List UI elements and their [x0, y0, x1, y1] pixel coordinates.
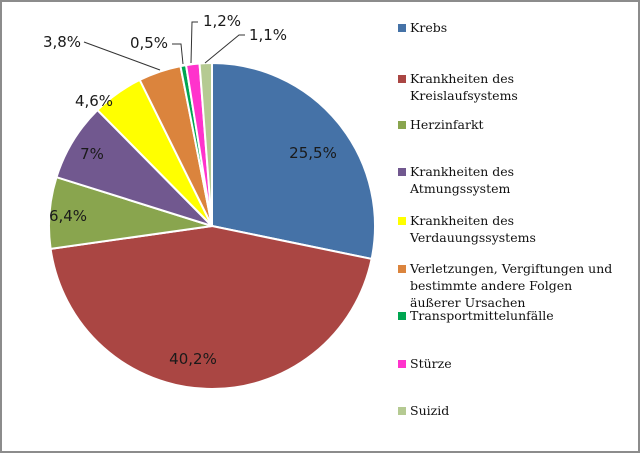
- legend-swatch-icon: [398, 217, 406, 225]
- leader-line: [83, 41, 161, 71]
- data-label: 25,5%: [289, 144, 337, 162]
- legend-item-krebs: Krebs: [398, 19, 447, 36]
- legend-item-stuerze: Stürze: [398, 355, 452, 372]
- leader-line: [190, 21, 198, 64]
- legend-label: Krankheiten des Atmungssystem: [410, 164, 515, 196]
- data-label: 40,2%: [169, 350, 217, 368]
- legend-swatch-icon: [398, 360, 406, 368]
- legend-item-verdauung: Krankheiten des Verdauungssystems: [398, 212, 536, 246]
- legend-swatch-icon: [398, 312, 406, 320]
- legend-label: Krebs: [410, 20, 448, 35]
- data-label: 4,6%: [75, 92, 113, 110]
- legend-item-herzinfarkt: Herzinfarkt: [398, 116, 484, 133]
- legend-label: Herzinfarkt: [410, 117, 484, 132]
- legend-label: Suizid: [410, 403, 450, 418]
- legend-swatch-icon: [398, 407, 406, 415]
- data-label: 1,1%: [249, 26, 287, 44]
- legend-swatch-icon: [398, 24, 406, 32]
- legend-swatch-icon: [398, 265, 406, 273]
- legend-label: Krankheiten des Verdauungssystems: [410, 213, 536, 245]
- legend-label: Krankheiten des Kreislaufsystems: [410, 71, 518, 103]
- legend-item-suizid: Suizid: [398, 402, 449, 419]
- legend-item-kreislauf: Krankheiten des Kreislaufsystems: [398, 70, 518, 104]
- leader-line: [172, 43, 184, 65]
- data-label: 0,5%: [130, 34, 168, 52]
- pie-slice: [211, 61, 376, 261]
- pie-slice: [198, 61, 213, 227]
- legend-item-atmung: Krankheiten des Atmungssystem: [398, 163, 514, 197]
- legend-label: Verletzungen, Vergiftungen und bestimmte…: [410, 261, 613, 310]
- legend-label: Transportmittelunfälle: [410, 308, 554, 323]
- legend-swatch-icon: [398, 168, 406, 176]
- data-label: 6,4%: [49, 207, 87, 225]
- legend-swatch-icon: [398, 121, 406, 129]
- legend-swatch-icon: [398, 75, 406, 83]
- legend-item-verletzungen: Verletzungen, Vergiftungen und bestimmte…: [398, 260, 612, 311]
- legend-label: Stürze: [410, 356, 452, 371]
- data-label: 1,2%: [203, 12, 241, 30]
- pie-slice: [49, 224, 373, 391]
- legend-item-transport: Transportmittelunfälle: [398, 307, 554, 324]
- data-label: 7%: [80, 145, 104, 163]
- chart-legend: Krebs Krankheiten des Kreislaufsystems H…: [398, 0, 638, 453]
- data-label: 3,8%: [43, 33, 81, 51]
- leader-line: [204, 34, 245, 64]
